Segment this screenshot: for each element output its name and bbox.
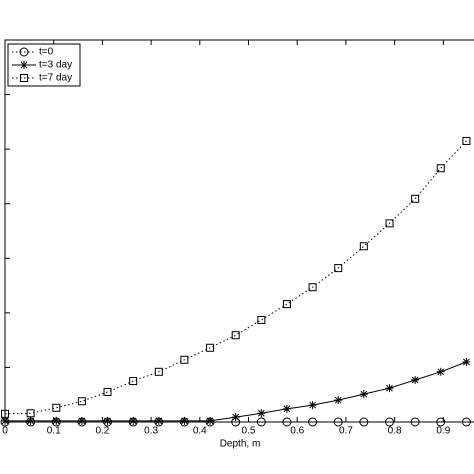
marker — [257, 315, 266, 324]
x-tick-label: 0.8 — [388, 426, 402, 437]
marker — [231, 331, 240, 340]
legend-marker — [20, 61, 28, 69]
marker — [231, 413, 240, 422]
marker — [282, 300, 291, 309]
x-tick-label: 0.5 — [242, 426, 256, 437]
marker — [462, 136, 471, 145]
marker — [359, 390, 368, 399]
legend-marker — [19, 47, 29, 57]
marker — [436, 417, 446, 427]
marker — [308, 283, 317, 292]
marker — [103, 387, 112, 396]
x-tick-label: 0.6 — [290, 426, 304, 437]
marker — [462, 357, 471, 366]
marker — [282, 404, 291, 413]
series-line — [4, 140, 467, 415]
marker — [436, 164, 445, 173]
marker — [333, 417, 343, 427]
marker — [103, 416, 112, 425]
x-tick-label: 0.4 — [193, 426, 207, 437]
marker — [334, 264, 343, 273]
x-tick-label: 0.2 — [95, 426, 109, 437]
x-tick-label: 0.7 — [339, 426, 353, 437]
marker — [180, 355, 189, 364]
marker — [1, 409, 9, 418]
marker — [461, 417, 471, 427]
marker — [436, 367, 445, 376]
marker — [411, 194, 420, 203]
marker — [334, 396, 343, 405]
marker — [52, 403, 61, 412]
series — [1, 136, 471, 418]
marker — [206, 416, 215, 425]
marker — [308, 417, 318, 427]
x-tick-label: 0 — [2, 426, 8, 437]
legend-marker — [20, 74, 28, 82]
marker — [256, 417, 266, 427]
marker — [359, 242, 368, 251]
series-line — [5, 361, 467, 422]
legend-label: t=7 day — [39, 73, 72, 84]
marker — [77, 397, 86, 406]
plot-frame — [4, 39, 474, 423]
marker — [410, 417, 420, 427]
marker — [308, 401, 317, 410]
x-tick-label: 0.1 — [47, 426, 61, 437]
marker — [1, 416, 9, 425]
marker — [154, 367, 163, 376]
marker — [52, 416, 61, 425]
marker — [411, 375, 420, 384]
marker — [77, 416, 86, 425]
marker — [257, 409, 266, 418]
marker — [26, 416, 35, 425]
marker — [385, 384, 394, 393]
marker — [282, 417, 292, 427]
marker — [359, 417, 369, 427]
x-axis-label: Depth, m — [220, 439, 261, 450]
marker — [129, 377, 138, 386]
legend-label: t=0 — [39, 47, 54, 58]
marker — [385, 417, 395, 427]
x-tick-label: 0.9 — [436, 426, 450, 437]
x-tick-label: 0.3 — [144, 426, 158, 437]
marker — [154, 416, 163, 425]
series — [1, 357, 471, 425]
marker — [206, 343, 215, 352]
marker — [26, 409, 35, 418]
marker — [180, 416, 189, 425]
marker — [129, 416, 138, 425]
marker — [385, 219, 394, 228]
legend-label: t=3 day — [39, 60, 72, 71]
